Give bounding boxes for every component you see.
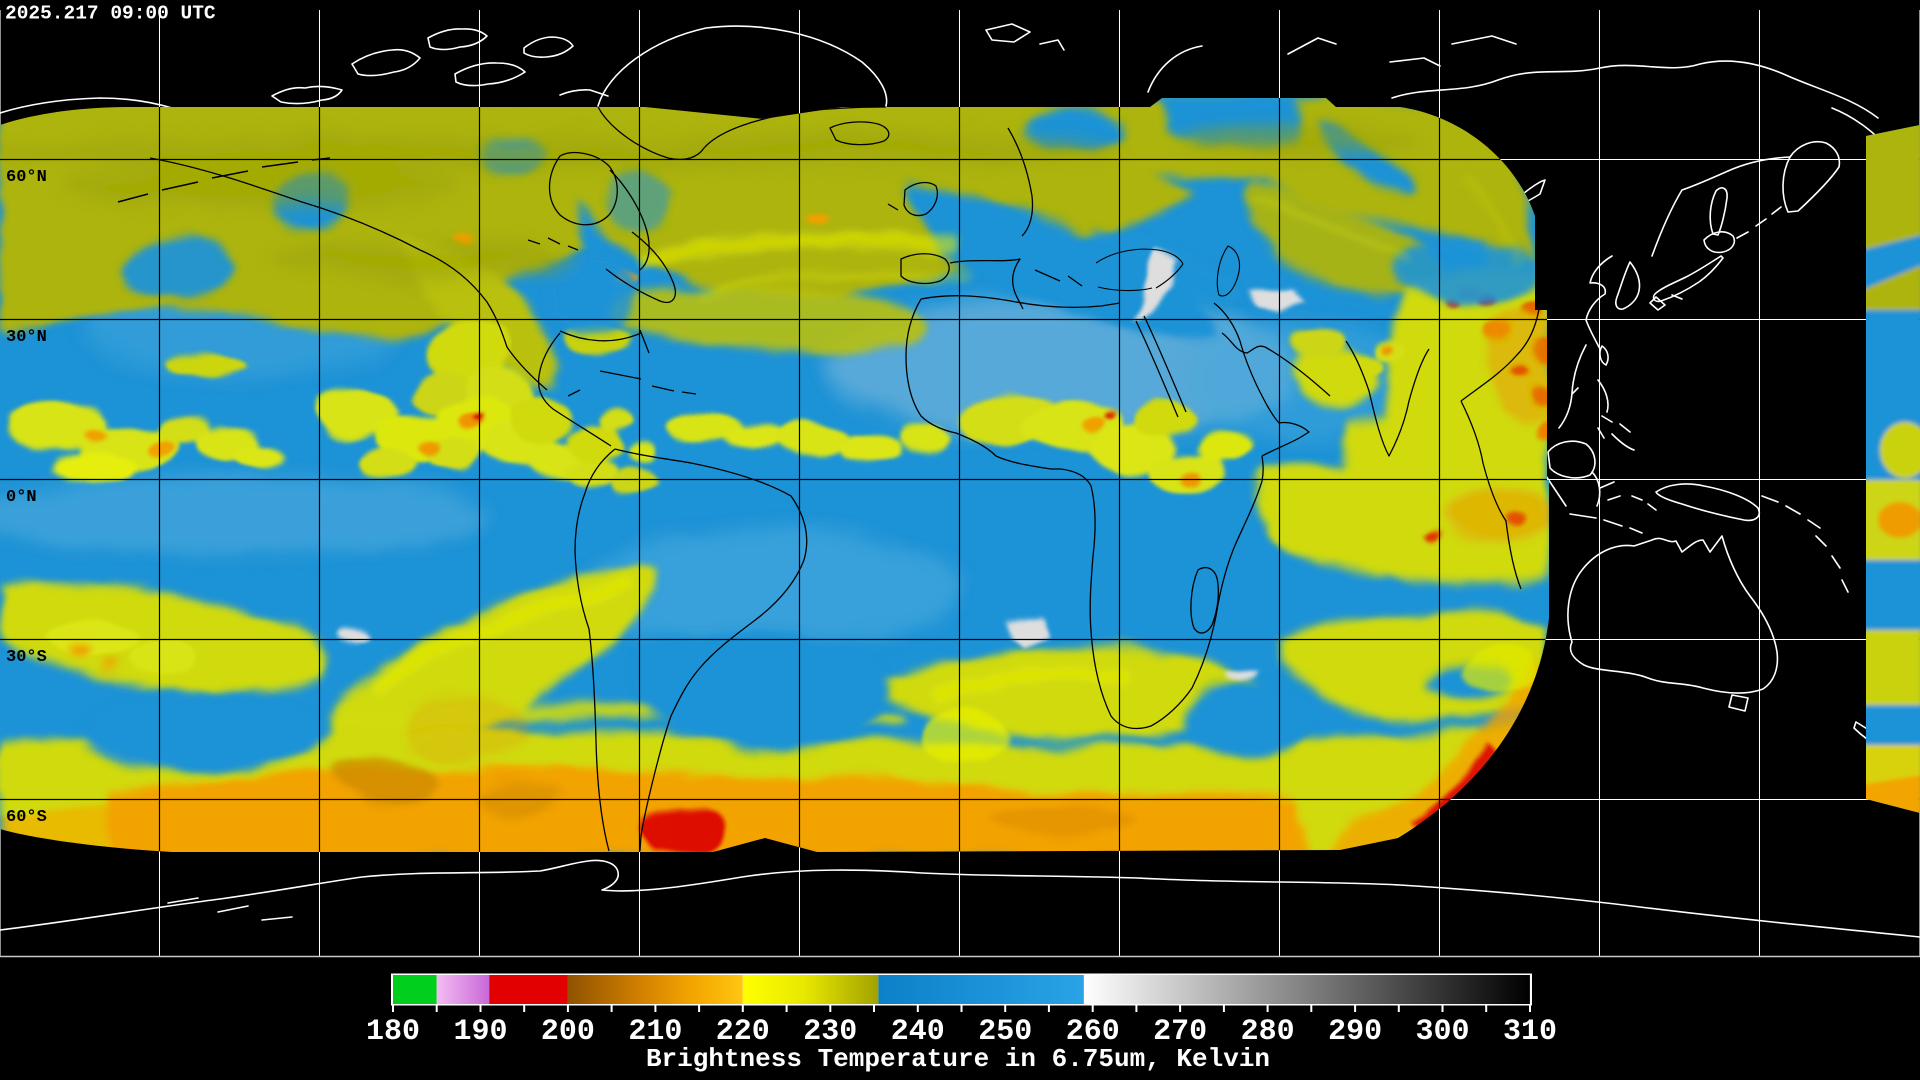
svg-text:270: 270: [1153, 1015, 1207, 1049]
svg-text:210: 210: [628, 1015, 682, 1049]
svg-text:250: 250: [978, 1015, 1032, 1049]
svg-text:280: 280: [1241, 1015, 1295, 1049]
svg-text:260: 260: [1066, 1015, 1120, 1049]
svg-text:230: 230: [803, 1015, 857, 1049]
svg-text:0°N: 0°N: [6, 488, 37, 507]
svg-text:180: 180: [366, 1015, 420, 1049]
svg-text:240: 240: [891, 1015, 945, 1049]
svg-text:200: 200: [541, 1015, 595, 1049]
svg-text:300: 300: [1415, 1015, 1469, 1049]
svg-text:60°N: 60°N: [6, 168, 47, 187]
svg-text:220: 220: [716, 1015, 770, 1049]
svg-text:290: 290: [1328, 1015, 1382, 1049]
svg-text:30°N: 30°N: [6, 328, 47, 347]
svg-text:190: 190: [453, 1015, 507, 1049]
svg-text:Brightness Temperature in 6.75: Brightness Temperature in 6.75um, Kelvin: [646, 1044, 1270, 1074]
svg-text:2025.217 09:00 UTC: 2025.217 09:00 UTC: [5, 3, 216, 25]
svg-text:60°S: 60°S: [6, 808, 47, 827]
svg-text:30°S: 30°S: [6, 648, 47, 667]
svg-text:310: 310: [1503, 1015, 1557, 1049]
